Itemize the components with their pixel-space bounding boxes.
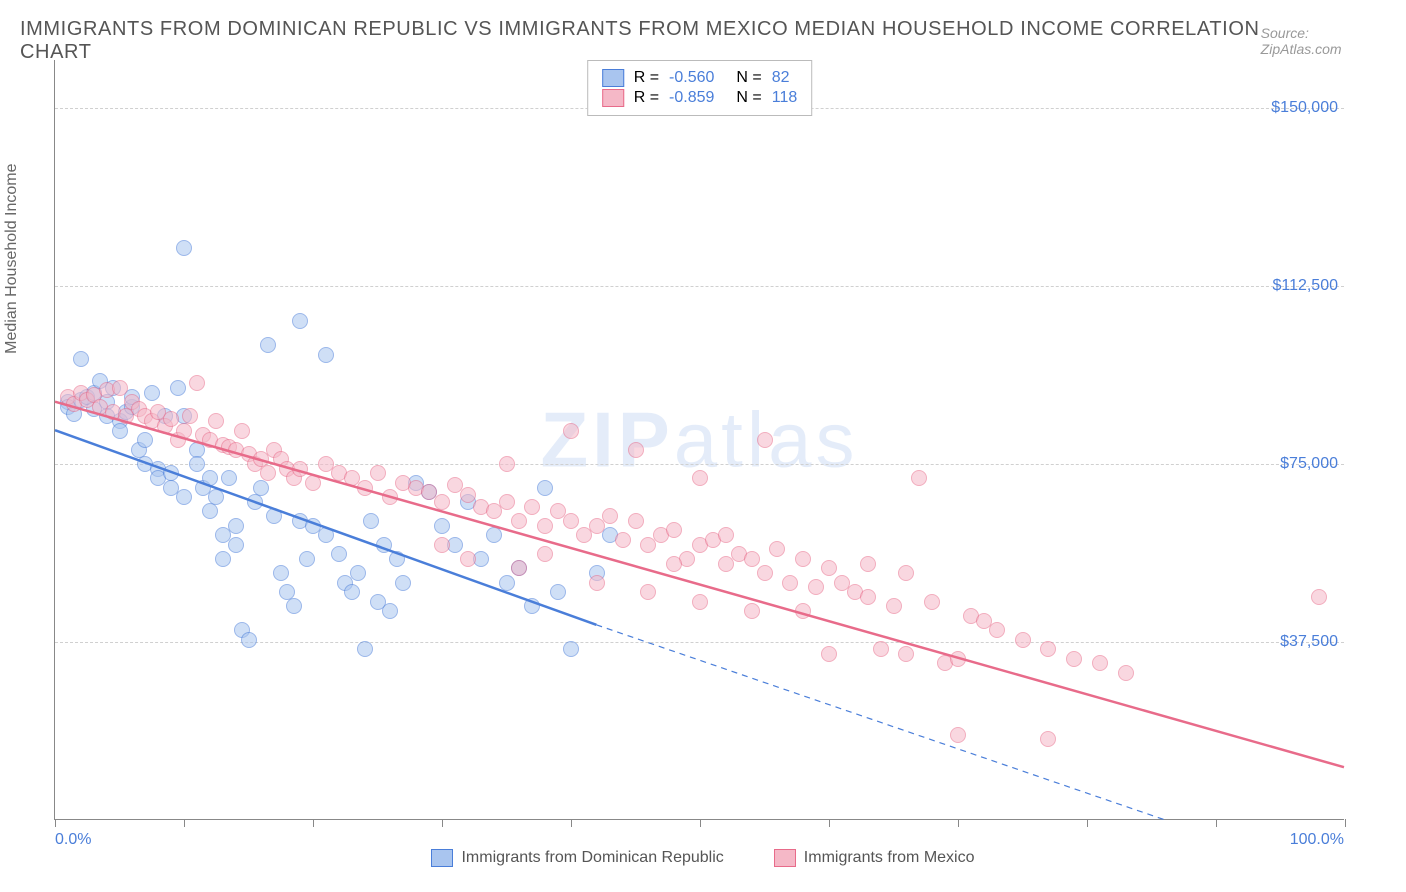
legend-label-b: Immigrants from Mexico	[804, 849, 975, 867]
stats-r-label-a: R =	[634, 69, 659, 87]
legend-swatch-a	[431, 849, 453, 867]
x-axis-label-right: 100.0%	[1290, 831, 1344, 849]
stats-swatch-a	[602, 69, 624, 87]
stats-row-a: R = -0.560 N = 82	[602, 69, 798, 87]
y-axis-label: Median Household Income	[3, 163, 21, 353]
stats-box: R = -0.560 N = 82 R = -0.859 N = 118	[587, 60, 813, 116]
stats-swatch-b	[602, 89, 624, 107]
stats-row-b: R = -0.859 N = 118	[602, 89, 798, 107]
chart-plot-area: ZIPatlas $37,500$75,000$112,500$150,000 …	[54, 60, 1344, 820]
stats-r-label-b: R =	[634, 89, 659, 107]
legend-swatch-b	[774, 849, 796, 867]
stats-n-value-b: 118	[772, 89, 798, 107]
stats-n-label-b: N =	[736, 89, 761, 107]
legend-item-a: Immigrants from Dominican Republic	[431, 849, 723, 867]
trend-lines	[55, 60, 1344, 819]
stats-n-value-a: 82	[772, 69, 790, 87]
legend-label-a: Immigrants from Dominican Republic	[461, 849, 723, 867]
x-axis-label-left: 0.0%	[55, 831, 91, 849]
stats-r-value-b: -0.859	[669, 89, 714, 107]
bottom-legend: Immigrants from Dominican Republic Immig…	[0, 849, 1406, 867]
stats-n-label-a: N =	[736, 69, 761, 87]
source-credit: Source: ZipAtlas.com	[1261, 25, 1386, 57]
legend-item-b: Immigrants from Mexico	[774, 849, 975, 867]
chart-title: IMMIGRANTS FROM DOMINICAN REPUBLIC VS IM…	[20, 18, 1261, 64]
stats-r-value-a: -0.560	[669, 69, 714, 87]
